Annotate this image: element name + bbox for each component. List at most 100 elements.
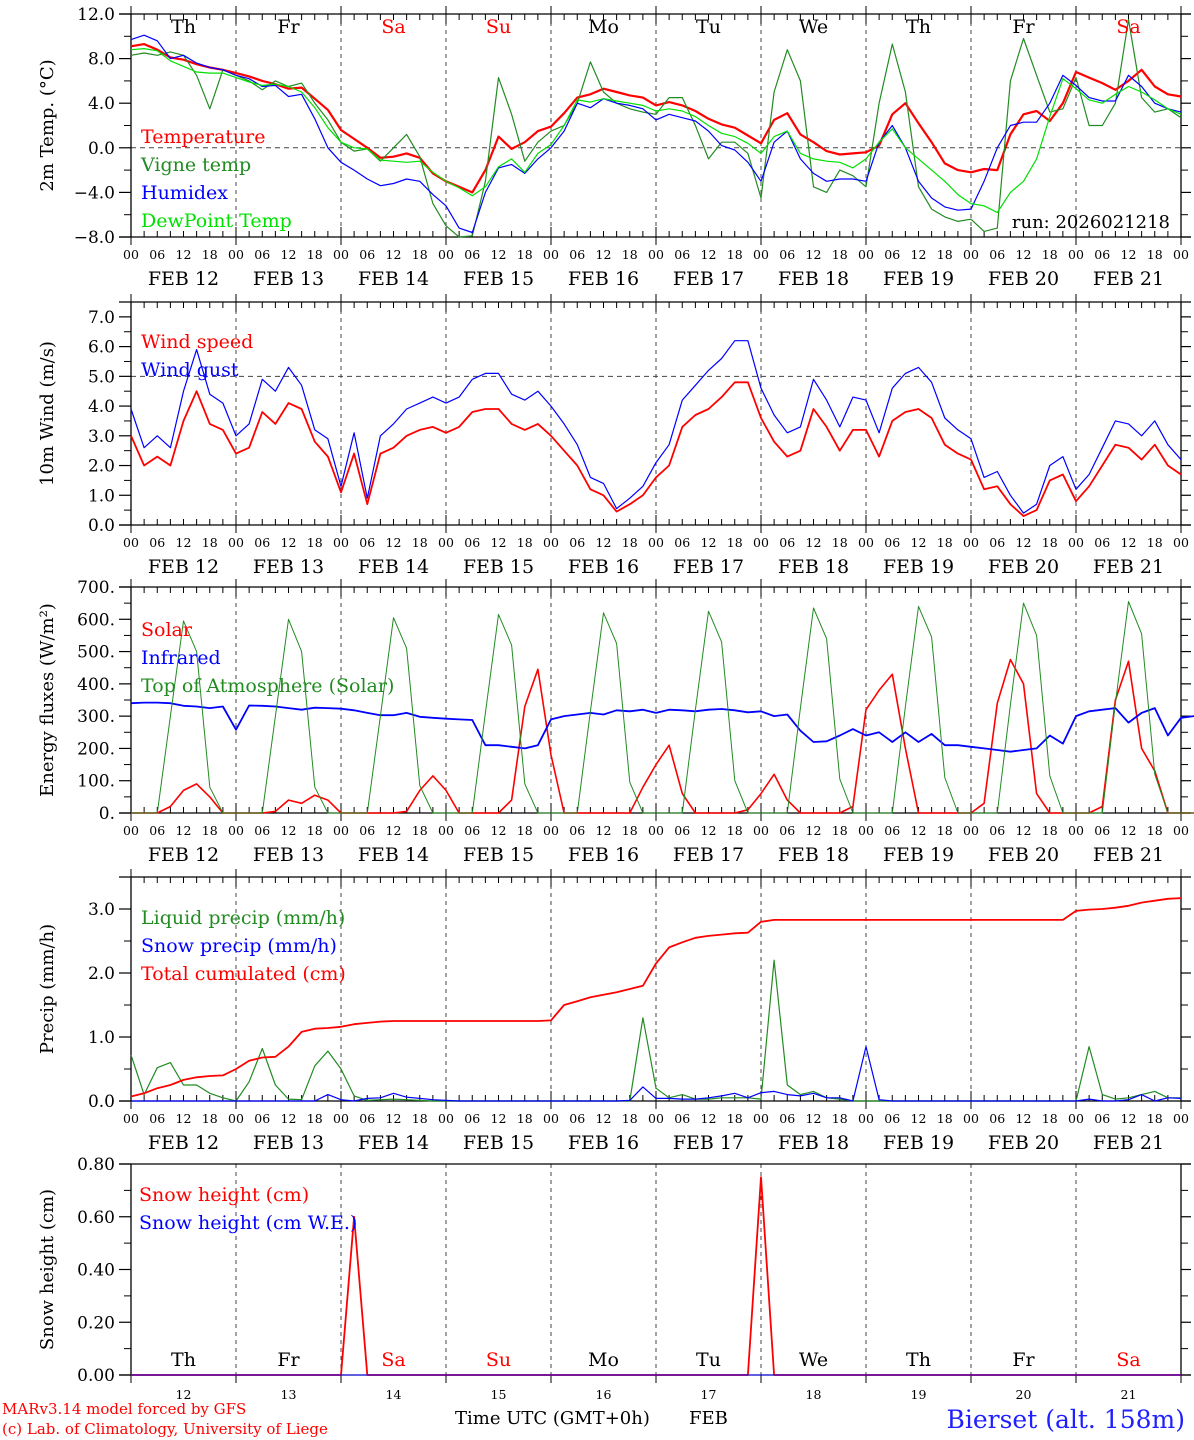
day-number-label: 20	[1016, 1387, 1032, 1402]
legend-entry: Solar	[141, 619, 193, 641]
date-label: FEB 16	[568, 844, 639, 866]
hour-label: 12	[911, 535, 927, 550]
hour-label: 06	[779, 823, 795, 838]
day-label: Sa	[1116, 16, 1140, 38]
hour-label: 12	[1121, 247, 1137, 262]
hour-label: 06	[884, 247, 900, 262]
hour-label: 06	[254, 535, 270, 550]
day-label: Tu	[696, 1349, 721, 1371]
hour-label: 06	[359, 823, 375, 838]
hour-label: 06	[779, 1111, 795, 1126]
hour-label: 06	[884, 823, 900, 838]
hour-label: 06	[149, 823, 165, 838]
hour-label: 06	[989, 1111, 1005, 1126]
legend-entry: Total cumulated (cm)	[141, 963, 346, 985]
date-label: FEB 14	[358, 556, 429, 578]
hour-label: 06	[569, 823, 585, 838]
date-label: FEB 20	[988, 1132, 1059, 1154]
y-tick-label: 3.0	[88, 900, 115, 920]
y-axis-label: 10m Wind (m/s)	[37, 341, 58, 486]
series-line-infrared	[130, 701, 1194, 753]
series-line-wind-gust	[130, 340, 1182, 514]
day-label: Mo	[588, 1349, 619, 1371]
hour-label: 18	[307, 247, 323, 262]
legend-entry: Snow height (cm)	[139, 1184, 309, 1206]
hour-label: 00	[1068, 1111, 1084, 1126]
date-label: FEB 18	[778, 1132, 849, 1154]
hour-label: 00	[648, 1111, 664, 1126]
date-label: FEB 14	[358, 268, 429, 290]
day-label: Th	[171, 1349, 196, 1371]
hour-label: 00	[543, 535, 559, 550]
hour-label: 00	[1173, 823, 1189, 838]
hour-label: 18	[1042, 1111, 1058, 1126]
y-tick-label: 0.40	[77, 1261, 115, 1281]
date-label: FEB 15	[463, 1132, 534, 1154]
date-label: FEB 20	[988, 268, 1059, 290]
date-label: FEB 14	[358, 844, 429, 866]
hour-label: 06	[464, 247, 480, 262]
hour-label: 18	[1147, 247, 1163, 262]
date-label: FEB 12	[148, 556, 219, 578]
hour-label: 18	[937, 823, 953, 838]
date-label: FEB 19	[883, 1132, 954, 1154]
y-tick-label: 1.0	[88, 1028, 115, 1048]
panel-4: 3.0 2.0 1.0 0.0 Precip (mm/h) Liquid precip (…	[37, 869, 1191, 1154]
month-label: FEB	[689, 1408, 728, 1429]
y-tick-label: 5.0	[88, 367, 115, 387]
hour-label: 00	[333, 1111, 349, 1126]
hour-label: 00	[543, 1111, 559, 1126]
hour-label: 12	[1121, 535, 1137, 550]
hour-label: 12	[596, 1111, 612, 1126]
hour-label: 12	[596, 823, 612, 838]
hour-label: 06	[254, 1111, 270, 1126]
hour-label: 06	[674, 247, 690, 262]
series-line-vigne-temp	[130, 19, 1182, 238]
hour-label: 18	[412, 535, 428, 550]
y-tick-label: 7.0	[88, 308, 115, 328]
hour-label: 06	[464, 823, 480, 838]
legend-entry: Humidex	[141, 182, 228, 204]
day-label: Mo	[588, 16, 619, 38]
day-label: Fr	[1012, 16, 1035, 38]
panel-5: 0.80 0.60 0.40 0.20 0.00 Snow height (cm) Snow…	[37, 1155, 1191, 1402]
y-axis-label: Energy fluxes (W/m²)	[37, 603, 58, 797]
legend-entry: Top of Atmosphere (Solar)	[141, 675, 394, 697]
hour-label: 18	[202, 535, 218, 550]
y-tick-label: 0.0	[88, 1092, 115, 1112]
hour-label: 00	[543, 823, 559, 838]
hour-label: 06	[674, 1111, 690, 1126]
date-label: FEB 13	[253, 844, 324, 866]
date-label: FEB 16	[568, 1132, 639, 1154]
hour-label: 18	[727, 823, 743, 838]
hour-label: 00	[753, 535, 769, 550]
panel-2: 7.0 6.0 5.0 4.0 3.0 2.0 1.0 0.0 10m Wind (m/s) Wi…	[37, 294, 1191, 578]
y-tick-label: 4.0	[88, 397, 115, 417]
hour-label: 00	[333, 247, 349, 262]
day-number-label: 13	[281, 1387, 297, 1402]
hour-label: 06	[464, 1111, 480, 1126]
hour-label: 18	[727, 1111, 743, 1126]
hour-label: 18	[937, 247, 953, 262]
hour-label: 18	[622, 247, 638, 262]
hour-label: 00	[648, 535, 664, 550]
series-line-wind-speed	[130, 381, 1182, 517]
hour-label: 12	[1016, 823, 1032, 838]
hour-label: 12	[701, 823, 717, 838]
date-label: FEB 13	[253, 268, 324, 290]
hour-label: 00	[1173, 535, 1189, 550]
date-label: FEB 18	[778, 556, 849, 578]
hour-label: 18	[412, 1111, 428, 1126]
model-credit: MARv3.14 model forced by GFS	[2, 1400, 246, 1418]
y-axis-label: Precip (mm/h)	[37, 924, 58, 1054]
hour-label: 18	[622, 535, 638, 550]
hour-label: 12	[281, 1111, 297, 1126]
hour-label: 18	[622, 823, 638, 838]
station-name: Bierset (alt. 158m)	[946, 1405, 1185, 1434]
hour-label: 00	[228, 823, 244, 838]
hour-label: 12	[491, 1111, 507, 1126]
hour-label: 18	[517, 823, 533, 838]
hour-label: 06	[1094, 535, 1110, 550]
hour-label: 18	[517, 247, 533, 262]
